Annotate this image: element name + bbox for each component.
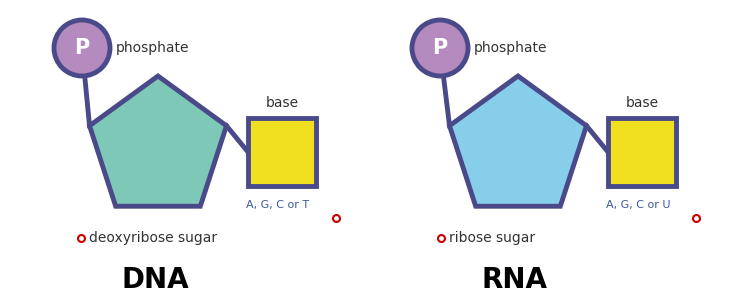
- Text: phosphate: phosphate: [116, 41, 189, 55]
- Text: P: P: [432, 38, 448, 58]
- Text: base: base: [625, 96, 659, 110]
- FancyBboxPatch shape: [608, 118, 676, 186]
- FancyBboxPatch shape: [248, 118, 316, 186]
- Text: ribose sugar: ribose sugar: [449, 231, 535, 245]
- Polygon shape: [449, 76, 587, 206]
- Circle shape: [412, 20, 468, 76]
- Text: base: base: [266, 96, 298, 110]
- Text: RNA: RNA: [482, 266, 548, 294]
- Text: deoxyribose sugar: deoxyribose sugar: [89, 231, 217, 245]
- Polygon shape: [90, 76, 226, 206]
- Text: DNA: DNA: [121, 266, 189, 294]
- Text: A, G, C or T: A, G, C or T: [246, 200, 309, 210]
- Circle shape: [54, 20, 110, 76]
- Text: phosphate: phosphate: [474, 41, 548, 55]
- Text: A, G, C or U: A, G, C or U: [606, 200, 670, 210]
- Text: P: P: [75, 38, 90, 58]
